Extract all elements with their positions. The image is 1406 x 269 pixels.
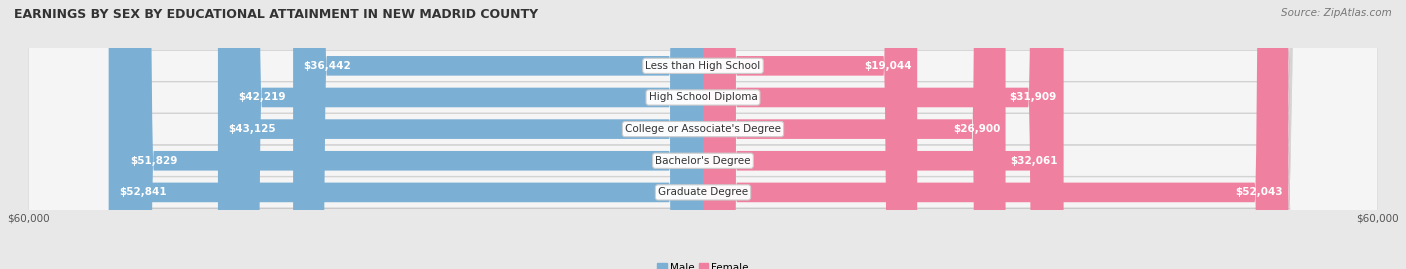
Text: $36,442: $36,442 [304, 61, 352, 71]
FancyBboxPatch shape [28, 0, 1378, 269]
Text: $43,125: $43,125 [228, 124, 276, 134]
Legend: Male, Female: Male, Female [654, 259, 752, 269]
FancyBboxPatch shape [108, 0, 703, 269]
FancyBboxPatch shape [703, 0, 1005, 269]
Text: College or Associate's Degree: College or Associate's Degree [626, 124, 780, 134]
Text: $32,061: $32,061 [1011, 156, 1059, 166]
Text: $52,841: $52,841 [118, 187, 166, 197]
Text: Graduate Degree: Graduate Degree [658, 187, 748, 197]
Text: $51,829: $51,829 [131, 156, 177, 166]
FancyBboxPatch shape [703, 0, 1063, 269]
Text: EARNINGS BY SEX BY EDUCATIONAL ATTAINMENT IN NEW MADRID COUNTY: EARNINGS BY SEX BY EDUCATIONAL ATTAINMEN… [14, 8, 538, 21]
Text: $52,043: $52,043 [1236, 187, 1284, 197]
FancyBboxPatch shape [703, 0, 917, 269]
Text: Source: ZipAtlas.com: Source: ZipAtlas.com [1281, 8, 1392, 18]
FancyBboxPatch shape [28, 0, 1378, 269]
Text: High School Diploma: High School Diploma [648, 93, 758, 102]
Text: Bachelor's Degree: Bachelor's Degree [655, 156, 751, 166]
FancyBboxPatch shape [228, 0, 703, 269]
Text: $31,909: $31,909 [1010, 93, 1056, 102]
FancyBboxPatch shape [28, 0, 1378, 269]
Text: Less than High School: Less than High School [645, 61, 761, 71]
FancyBboxPatch shape [292, 0, 703, 269]
FancyBboxPatch shape [218, 0, 703, 269]
Text: $42,219: $42,219 [238, 93, 285, 102]
FancyBboxPatch shape [703, 0, 1062, 269]
Text: $19,044: $19,044 [865, 61, 912, 71]
FancyBboxPatch shape [120, 0, 703, 269]
Text: $26,900: $26,900 [953, 124, 1000, 134]
FancyBboxPatch shape [703, 0, 1288, 269]
FancyBboxPatch shape [28, 0, 1378, 269]
FancyBboxPatch shape [28, 0, 1378, 269]
